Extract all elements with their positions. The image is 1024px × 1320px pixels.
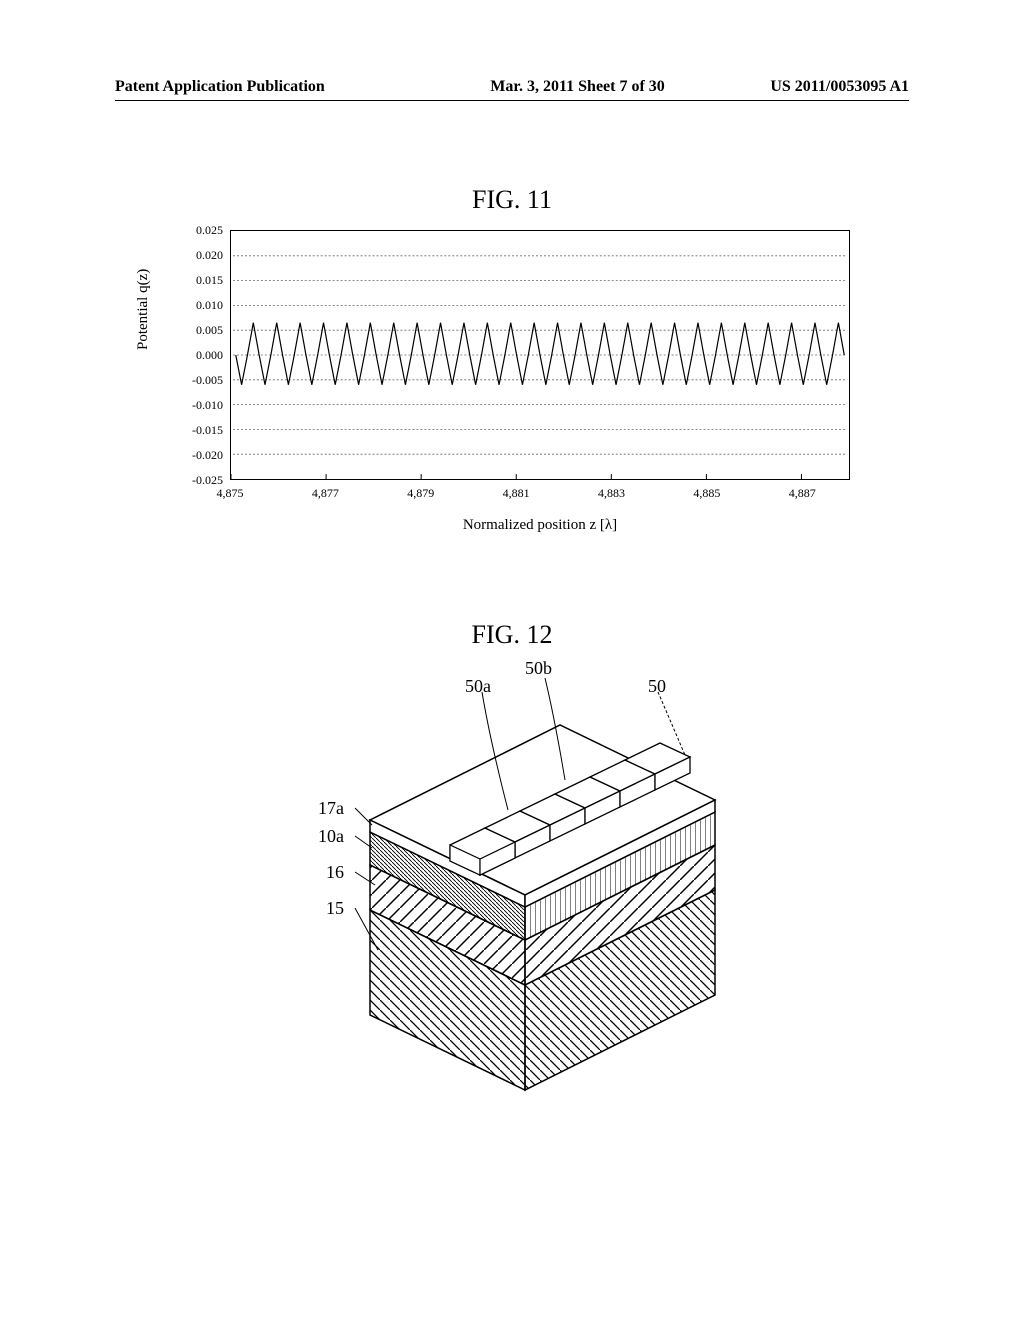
header-left: Patent Application Publication (115, 78, 325, 96)
header-center: Mar. 3, 2011 Sheet 7 of 30 (490, 78, 665, 96)
ref-label: 17a (318, 798, 344, 819)
ref-label: 15 (326, 898, 344, 919)
fig11-title: FIG. 11 (0, 185, 1024, 215)
header-right: US 2011/0053095 A1 (770, 78, 909, 96)
fig12-diagram: 50a50b5017a10a1615 (260, 670, 780, 1140)
ref-label: 50a (465, 676, 491, 697)
xtick-label: 4,881 (486, 486, 546, 501)
ytick-label: -0.020 (173, 448, 223, 463)
ytick-label: -0.005 (173, 373, 223, 388)
ref-label: 16 (326, 862, 344, 883)
ytick-label: 0.025 (173, 223, 223, 238)
xtick-label: 4,877 (295, 486, 355, 501)
ytick-label: 0.015 (173, 273, 223, 288)
wave-svg (231, 231, 849, 479)
xtick-label: 4,875 (200, 486, 260, 501)
fig11-chart: Potential q(z) Normalized position z [λ]… (155, 220, 875, 540)
header-rule (115, 100, 909, 101)
ytick-label: -0.015 (173, 423, 223, 438)
ytick-label: 0.010 (173, 298, 223, 313)
xtick-label: 4,883 (582, 486, 642, 501)
x-axis-label: Normalized position z [λ] (230, 517, 850, 534)
y-axis-label: Potential q(z) (135, 269, 152, 350)
ytick-label: 0.020 (173, 248, 223, 263)
ref-label: 10a (318, 826, 344, 847)
plot-area (230, 230, 850, 480)
xtick-label: 4,879 (391, 486, 451, 501)
ref-label: 50b (525, 658, 552, 679)
xtick-label: 4,885 (677, 486, 737, 501)
ytick-label: -0.010 (173, 398, 223, 413)
page-header: Patent Application Publication Mar. 3, 2… (0, 78, 1024, 96)
ytick-label: 0.000 (173, 348, 223, 363)
ref-label: 50 (648, 676, 666, 697)
ytick-label: 0.005 (173, 323, 223, 338)
xtick-label: 4,887 (772, 486, 832, 501)
fig12-title: FIG. 12 (0, 620, 1024, 650)
